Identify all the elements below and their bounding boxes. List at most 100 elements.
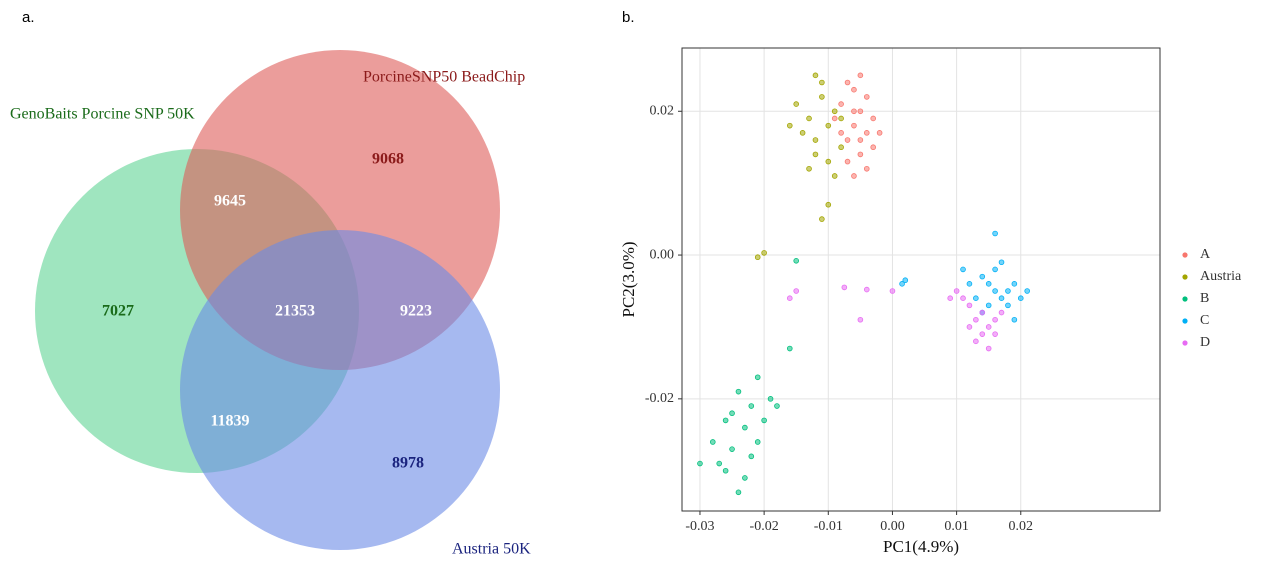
point (876, 130, 883, 136)
point (754, 374, 761, 381)
point (786, 122, 793, 129)
set-label: PorcineSNP50 BeadChip (363, 69, 525, 86)
x-tick-label: 0.00 (880, 519, 905, 534)
point (992, 331, 998, 337)
point (729, 410, 735, 417)
region-count: 21353 (275, 303, 315, 320)
point (979, 331, 986, 337)
point (838, 101, 844, 107)
point (992, 230, 998, 237)
legend-swatch (1182, 274, 1188, 280)
point (863, 286, 870, 293)
point (851, 173, 857, 179)
x-axis-label: PC1(4.9%) (883, 537, 959, 556)
legend-swatch (1182, 318, 1188, 324)
point (754, 254, 761, 261)
point (985, 324, 992, 330)
point (863, 94, 870, 100)
point (819, 79, 825, 86)
point (838, 144, 844, 151)
point (799, 130, 806, 136)
set-label: Austria 50K (452, 541, 531, 558)
point (748, 453, 755, 460)
point (838, 130, 844, 136)
point (844, 158, 851, 165)
point (851, 108, 857, 115)
point (1005, 288, 1011, 294)
point (767, 396, 774, 402)
point (793, 258, 800, 264)
legend-swatch (1182, 252, 1188, 258)
point (992, 316, 998, 323)
point (960, 295, 966, 301)
point (863, 165, 870, 172)
point (1005, 302, 1011, 309)
y-tick-label: 0.02 (650, 103, 675, 118)
point (966, 281, 973, 287)
point (786, 345, 793, 352)
point (979, 273, 986, 280)
point (998, 259, 1005, 266)
point (985, 345, 992, 352)
point (825, 201, 832, 208)
x-tick-label: 0.02 (1009, 519, 1034, 534)
region-count: 7027 (102, 303, 134, 320)
point (857, 151, 864, 158)
plot-frame (681, 47, 1161, 512)
point (960, 266, 966, 273)
point (819, 94, 825, 100)
point (716, 460, 723, 467)
point (742, 424, 748, 431)
point (899, 281, 905, 287)
region-count: 9068 (372, 151, 404, 168)
point (985, 281, 992, 287)
point (857, 72, 864, 79)
point (812, 137, 819, 143)
panel-label: a. (22, 9, 35, 26)
point (722, 467, 729, 474)
point (973, 316, 979, 323)
point (819, 216, 825, 222)
panel-label: b. (622, 9, 635, 26)
point (844, 137, 851, 143)
point (870, 115, 876, 122)
point (825, 122, 832, 129)
point (812, 72, 819, 79)
legend-label: A (1200, 247, 1211, 262)
point (947, 295, 953, 301)
point (992, 266, 998, 273)
set-label: GenoBaits Porcine SNP 50K (10, 106, 195, 123)
point (838, 115, 844, 122)
point (709, 439, 716, 445)
legend-label: Austria (1200, 269, 1242, 284)
point (985, 302, 992, 309)
point (786, 295, 793, 301)
plot-background (682, 48, 1160, 511)
point (831, 115, 838, 122)
point (754, 439, 761, 445)
point (998, 309, 1005, 316)
point (831, 173, 838, 179)
y-axis-label: PC2(3.0%) (619, 241, 638, 317)
point (735, 388, 742, 395)
point (748, 403, 755, 409)
y-tick-label: 0.00 (650, 247, 675, 262)
point (844, 79, 851, 86)
point (953, 288, 960, 294)
point (831, 108, 838, 115)
point (806, 115, 812, 122)
point (697, 460, 703, 467)
region-count: 11839 (210, 413, 249, 430)
point (851, 122, 857, 129)
point (735, 489, 742, 496)
point (857, 137, 864, 143)
y-tick-label: -0.02 (645, 391, 674, 406)
legend-label: D (1200, 335, 1210, 350)
point (793, 101, 800, 107)
point (1011, 281, 1018, 287)
point (998, 295, 1005, 301)
point (841, 284, 848, 291)
point (857, 108, 864, 115)
point (1017, 295, 1024, 301)
